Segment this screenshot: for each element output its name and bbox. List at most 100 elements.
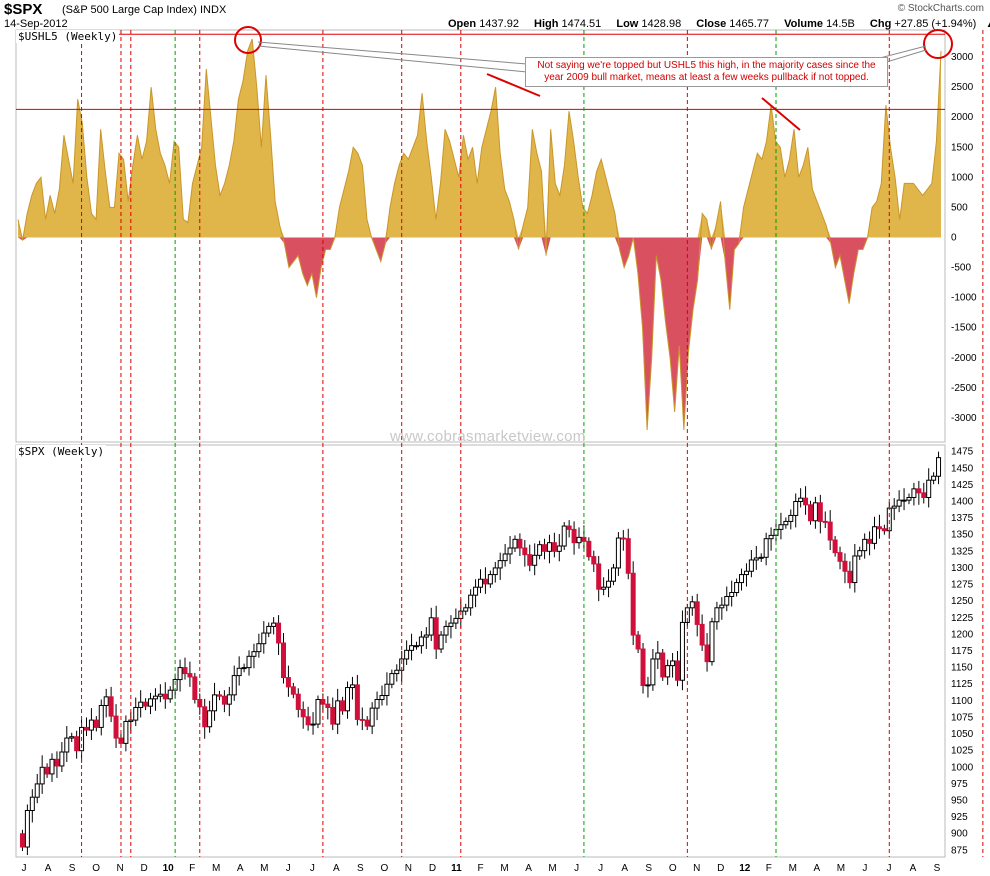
spx-candle [261, 632, 267, 645]
x-month-label: M [260, 863, 268, 874]
spx-candle [891, 505, 897, 509]
spx-candle [763, 538, 769, 558]
spx-candle [768, 534, 774, 540]
spx-candle [192, 676, 198, 701]
spx-candle [83, 726, 89, 731]
spx-tick-label: 1375 [951, 513, 974, 524]
ushl5-tick-label: -500 [951, 263, 971, 274]
spx-candle [379, 695, 385, 701]
spx-candle [862, 538, 868, 552]
x-month-label: D [717, 863, 724, 874]
spx-candle [675, 660, 681, 681]
ushl5-tick-label: -1500 [951, 323, 977, 334]
spx-candle [911, 488, 917, 498]
spx-candle [251, 651, 257, 657]
x-month-label: J [22, 863, 27, 874]
x-month-label: S [934, 863, 941, 874]
spx-candle [349, 684, 355, 689]
spx-candle [556, 545, 562, 552]
x-month-label: N [116, 863, 123, 874]
ushl5-tick-label: -1000 [951, 293, 977, 304]
ushl5-negative-area [18, 237, 941, 430]
spx-candle [69, 736, 75, 739]
spx-candle [837, 552, 843, 562]
spx-candle [330, 706, 336, 725]
spx-candle [817, 502, 823, 522]
ushl5-tick-label: 2500 [951, 82, 974, 93]
x-month-label: J [886, 863, 891, 874]
spx-candle [561, 525, 567, 547]
spx-candle [448, 622, 454, 627]
spx-candle [113, 715, 119, 739]
spx-candle [207, 710, 213, 728]
spx-candle [778, 524, 784, 530]
spx-tick-label: 1075 [951, 712, 974, 723]
spx-candle [743, 570, 749, 576]
spx-candle [226, 694, 232, 705]
x-month-label: J [310, 863, 315, 874]
chart-date: 14-Sep-2012 [4, 18, 68, 30]
spx-candle [364, 719, 370, 727]
trend-line [761, 97, 801, 131]
x-month-label: O [669, 863, 677, 874]
spx-candle [507, 547, 513, 555]
spx-candle [404, 649, 410, 660]
x-month-label: J [598, 863, 603, 874]
x-month-label: O [92, 863, 100, 874]
spx-tick-label: 1000 [951, 762, 974, 773]
spx-tick-label: 1250 [951, 596, 974, 607]
spx-candle [276, 622, 282, 644]
spx-candle [522, 547, 528, 556]
spx-candle [739, 574, 745, 584]
x-month-label: M [548, 863, 556, 874]
spx-candle [241, 667, 247, 670]
spx-candle [704, 644, 710, 663]
spx-candle [487, 574, 493, 585]
spx-candle [753, 557, 759, 561]
quote-volume: Volume 14.5B [784, 18, 855, 30]
spx-candle [497, 560, 503, 569]
spx-candle [571, 528, 577, 544]
spx-candle [167, 689, 173, 700]
spx-candle [98, 704, 104, 728]
spx-tick-label: 875 [951, 845, 968, 856]
spx-tick-label: 1100 [951, 696, 973, 707]
spx-candle [418, 636, 424, 647]
spx-candle [108, 696, 114, 717]
spx-candle [103, 696, 109, 706]
spx-candle [921, 492, 927, 498]
spx-candle [734, 582, 740, 594]
spx-candle [551, 542, 557, 552]
ushl5-tick-label: 1500 [951, 142, 974, 153]
spx-candle [847, 570, 853, 584]
spx-candle [93, 719, 99, 728]
spx-candle [517, 538, 523, 549]
spx-candle [827, 521, 833, 541]
x-month-label: F [477, 863, 483, 874]
spx-candle [502, 553, 508, 562]
spx-tick-label: 900 [951, 829, 968, 840]
spx-candle [872, 526, 878, 544]
spx-tick-label: 1125 [951, 679, 973, 690]
spx-candle [453, 617, 459, 624]
spx-candle [665, 665, 671, 678]
spx-candle [803, 497, 809, 506]
spx-candle [463, 607, 469, 612]
spx-candle [290, 686, 296, 695]
spx-candle [596, 563, 602, 590]
spx-tick-label: 975 [951, 779, 968, 790]
x-month-label: N [405, 863, 412, 874]
spx-candle [788, 514, 794, 522]
spx-candle [635, 634, 641, 650]
spx-candle [694, 601, 700, 625]
spx-candle [438, 634, 444, 650]
spx-candle [29, 796, 35, 811]
spx-candle [615, 537, 621, 569]
x-month-label: F [766, 863, 772, 874]
spx-tick-label: 1450 [951, 463, 974, 474]
spx-candle [689, 601, 695, 609]
ushl5-line [17, 38, 942, 431]
spx-panel-label: $SPX (Weekly) [16, 445, 107, 458]
x-month-label: 10 [163, 863, 175, 874]
x-month-label: A [333, 863, 340, 874]
